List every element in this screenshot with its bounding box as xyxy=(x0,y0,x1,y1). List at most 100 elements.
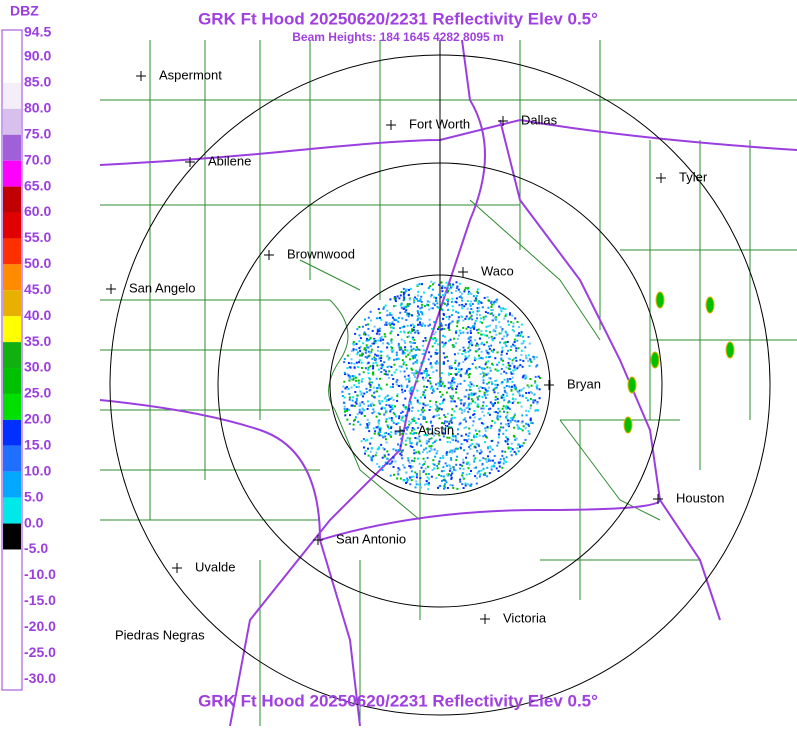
echo-pixel xyxy=(412,347,415,350)
echo-pixel xyxy=(447,289,449,292)
echo-pixel xyxy=(430,437,433,440)
echo-pixel xyxy=(434,337,437,340)
echo-pixel xyxy=(391,347,394,349)
echo-pixel xyxy=(502,307,505,310)
echo-pixel xyxy=(378,413,381,416)
echo-pixel xyxy=(410,349,413,352)
echo-pixel xyxy=(346,418,349,421)
echo-pixel xyxy=(509,378,512,380)
echo-pixel xyxy=(461,303,464,306)
echo-pixel xyxy=(414,349,417,352)
echo-pixel xyxy=(430,366,433,369)
echo-pixel xyxy=(431,392,434,394)
echo-pixel xyxy=(468,376,471,379)
echo-pixel xyxy=(502,457,505,460)
echo-pixel xyxy=(525,392,528,394)
echo-pixel xyxy=(456,433,459,436)
echo-pixel xyxy=(404,439,407,442)
echo-pixel xyxy=(525,357,528,360)
echo-pixel xyxy=(405,364,408,367)
colorbar-swatch xyxy=(3,238,21,265)
echo-pixel xyxy=(424,376,427,379)
echo-pixel xyxy=(436,450,439,453)
echo-pixel xyxy=(487,447,490,450)
echo-pixel xyxy=(439,378,442,381)
echo-pixel xyxy=(355,386,358,388)
echo-pixel xyxy=(428,380,431,383)
echo-pixel xyxy=(521,414,524,417)
echo-pixel xyxy=(368,338,371,341)
echo-pixel xyxy=(396,379,399,381)
echo-pixel xyxy=(459,478,462,481)
colorbar-swatch xyxy=(3,316,21,343)
echo-pixel xyxy=(408,461,411,464)
echo-pixel xyxy=(485,329,488,332)
echo-pixel xyxy=(516,339,519,342)
echo-pixel xyxy=(463,426,466,429)
echo-pixel xyxy=(497,470,500,472)
echo-pixel xyxy=(423,391,425,394)
echo-pixel xyxy=(358,361,361,364)
colorbar-swatch xyxy=(3,160,21,187)
colorbar-label: 60.0 xyxy=(24,203,51,219)
echo-pixel xyxy=(509,349,512,351)
echo-pixel xyxy=(478,395,481,398)
echo-pixel xyxy=(446,441,449,444)
echo-pixel xyxy=(470,483,473,486)
echo-pixel xyxy=(438,407,441,410)
echo-pixel xyxy=(503,335,506,338)
echo-pixel xyxy=(399,304,402,307)
echo-pixel xyxy=(421,376,424,379)
echo-pixel xyxy=(422,393,425,396)
echo-pixel xyxy=(480,367,483,370)
echo-pixel xyxy=(472,295,475,298)
echo-pixel xyxy=(375,332,378,335)
echo-pixel xyxy=(410,470,413,473)
echo-pixel xyxy=(446,359,449,362)
echo-pixel xyxy=(453,337,456,340)
echo-pixel xyxy=(421,324,424,327)
echo-pixel xyxy=(499,307,502,310)
echo-pixel xyxy=(460,443,463,446)
echo-pixel xyxy=(529,378,532,380)
echo-pixel xyxy=(508,408,511,410)
echo-pixel xyxy=(464,303,467,306)
echo-pixel xyxy=(401,442,404,445)
echo-pixel xyxy=(448,365,451,368)
echo-pixel xyxy=(395,354,398,357)
echo-pixel xyxy=(368,422,370,425)
echo-pixel xyxy=(535,385,538,388)
echo-pixel xyxy=(389,324,392,326)
echo-pixel xyxy=(502,426,505,429)
echo-pixel xyxy=(378,426,381,429)
echo-pixel xyxy=(484,472,487,475)
echo-pixel xyxy=(446,451,448,453)
echo-pixel xyxy=(354,391,357,393)
echo-pixel xyxy=(458,348,461,351)
echo-pixel xyxy=(391,406,394,409)
echo-pixel xyxy=(455,310,458,313)
echo-pixel xyxy=(410,403,413,406)
echo-pixel xyxy=(494,383,497,386)
echo-pixel xyxy=(457,428,459,431)
echo-pixel xyxy=(397,449,400,452)
echo-pixel xyxy=(508,368,511,370)
echo-pixel xyxy=(491,363,494,366)
echo-pixel xyxy=(422,403,425,406)
echo-pixel xyxy=(368,381,371,384)
echo-pixel xyxy=(385,373,388,376)
echo-pixel xyxy=(386,450,389,453)
echo-pixel xyxy=(416,315,419,318)
echo-pixel xyxy=(380,367,383,370)
echo-pixel xyxy=(417,450,420,453)
echo-pixel xyxy=(377,420,380,423)
echo-pixel xyxy=(370,348,373,351)
echo-pixel xyxy=(492,319,494,322)
echo-pixel xyxy=(410,324,413,327)
echo-pixel xyxy=(357,379,360,382)
echo-pixel xyxy=(415,480,418,483)
echo-pixel xyxy=(390,341,393,344)
echo-pixel xyxy=(367,366,370,369)
echo-pixel xyxy=(511,314,514,317)
echo-pixel xyxy=(475,435,478,438)
